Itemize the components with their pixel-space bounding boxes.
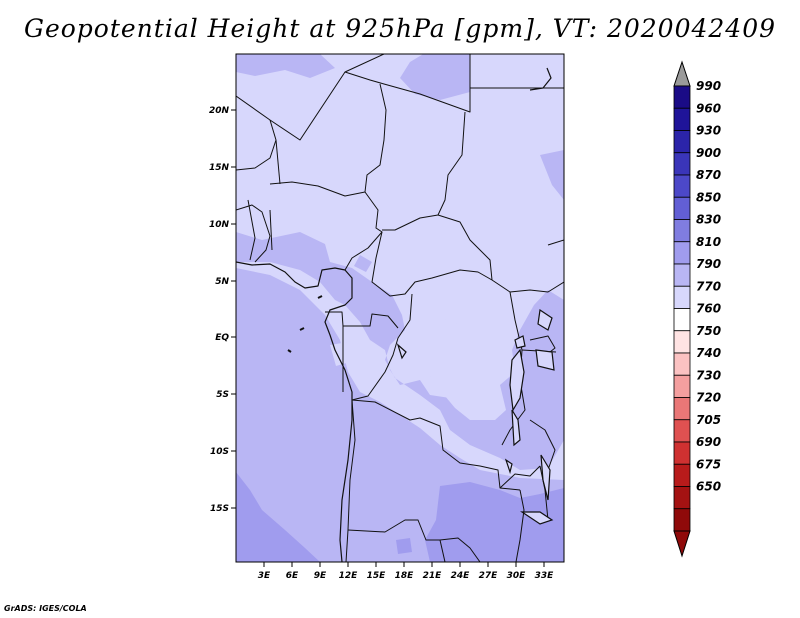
field-830-850: [236, 472, 564, 562]
field-790-810-patch: [330, 318, 470, 398]
colorbar-box: [673, 463, 691, 487]
lon-label-30e: 30E: [507, 571, 527, 581]
lon-label-6e: 6E: [286, 571, 299, 581]
colorbar-box: [673, 374, 691, 398]
grads-credit: GrADS: IGES/COLA: [4, 604, 87, 613]
lat-label-15n: 15N: [209, 163, 230, 173]
colorbar-label: 930: [696, 124, 721, 138]
colorbar-box: [673, 508, 691, 532]
colorbar-box: [673, 330, 691, 354]
lon-label-24e: 24E: [451, 571, 471, 581]
colorbar-label: 675: [696, 457, 721, 471]
country-borders: [236, 54, 564, 562]
map-frame: [235, 53, 565, 563]
colorbar-box: [673, 152, 691, 176]
colorbar-box: [673, 486, 691, 510]
colorbar-label: 730: [696, 368, 721, 382]
map-panel: [236, 54, 564, 562]
colorbar-labels: 990 960 930 900 870 850 830 810 790 770 760 750 740 7…: [696, 79, 721, 494]
lat-label-5n: 5N: [215, 277, 229, 287]
lon-label-33e: 33E: [535, 571, 555, 581]
coastlines: [236, 67, 552, 562]
latitude-axis: 20N 15N 10N 5N EQ 5S 10S 15S: [209, 106, 236, 514]
colorbar-box: [673, 397, 691, 421]
lat-label-15s: 15S: [210, 504, 229, 514]
lon-label-18e: 18E: [395, 571, 415, 581]
colorbar-bottom-arrow: [673, 530, 691, 558]
colorbar-label: 990: [696, 79, 721, 93]
colorbar-box: [673, 241, 691, 265]
lat-label-5s: 5S: [216, 390, 229, 400]
lat-label-10s: 10S: [210, 447, 229, 457]
colorbar-label: 790: [696, 257, 721, 271]
colorbar-top-arrow: [673, 60, 691, 87]
map-title: Geopotential Height at 925hPa [gpm], VT:…: [23, 14, 777, 43]
colorbar-label: 770: [696, 279, 721, 293]
colorbar-label: 810: [696, 235, 721, 249]
lon-label-27e: 27E: [479, 571, 499, 581]
colorbar-label: 650: [696, 480, 721, 494]
lat-label-10n: 10N: [209, 220, 230, 230]
colorbar-box: [673, 352, 691, 376]
lat-label-eq: EQ: [215, 333, 229, 343]
colorbar-label: 760: [696, 302, 721, 316]
colorbar-label: 750: [696, 324, 721, 338]
colorbar-box: [673, 219, 691, 243]
colorbar-label: 870: [696, 168, 721, 182]
colorbar-label: 900: [696, 146, 721, 160]
lon-label-15e: 15E: [367, 571, 387, 581]
colorbar-box: [673, 107, 691, 131]
field-810-830: [236, 54, 564, 562]
longitude-axis: 3E 6E 9E 12E 15E 18E 21E 24E 27E 30E 33E: [258, 562, 554, 581]
colorbar: 990 960 930 900 870 850 830 810 790 770 760 750 740 7…: [673, 60, 721, 558]
colorbar-label: 740: [696, 346, 721, 360]
lon-label-21e: 21E: [423, 571, 443, 581]
colorbar-box: [673, 441, 691, 465]
colorbar-box: [673, 130, 691, 154]
colorbar-box: [673, 308, 691, 332]
colorbar-label: 720: [696, 391, 721, 405]
colorbar-box: [673, 285, 691, 309]
colorbar-label: 690: [696, 435, 721, 449]
colorbar-label: 960: [696, 101, 721, 115]
lat-label-20n: 20N: [209, 106, 230, 116]
lon-label-3e: 3E: [258, 571, 271, 581]
colorbar-box: [673, 196, 691, 220]
colorbar-boxes: [673, 85, 691, 532]
colorbar-box: [673, 419, 691, 443]
colorbar-label: 705: [696, 413, 721, 427]
lon-label-9e: 9E: [314, 571, 327, 581]
lakes: [396, 308, 555, 525]
colorbar-box: [673, 85, 691, 109]
colorbar-label: 850: [696, 190, 721, 204]
lon-label-12e: 12E: [339, 571, 359, 581]
colorbar-box: [673, 174, 691, 198]
colorbar-box: [673, 263, 691, 287]
colorbar-label: 830: [696, 213, 721, 227]
